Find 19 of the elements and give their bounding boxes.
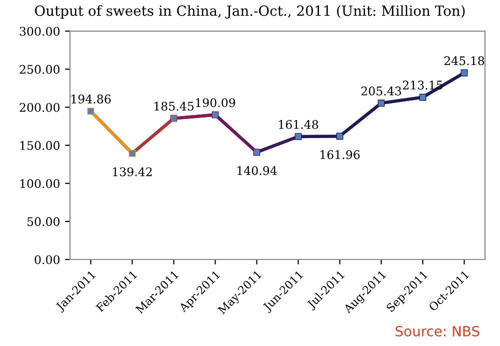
source-note: Source: NBS: [396, 326, 480, 336]
data-label: 205.43: [361, 86, 402, 96]
data-label: 139.42: [113, 167, 152, 176]
y-tick-label: 300.00: [20, 26, 60, 36]
data-label: 161.96: [320, 150, 360, 160]
data-label: 194.86: [72, 94, 111, 104]
data-label: 185.45: [154, 102, 194, 111]
y-tick-label: 50.00: [27, 217, 60, 226]
y-tick-label: 200.00: [20, 102, 60, 112]
data-label: 245.18: [444, 56, 484, 66]
data-label: 190.09: [196, 98, 236, 108]
y-tick-label: 0.00: [34, 255, 60, 264]
y-tick-label: 150.00: [20, 141, 60, 150]
data-label: 161.48: [279, 120, 318, 129]
data-label: 140.94: [238, 166, 277, 176]
y-tick-label: 100.00: [20, 179, 60, 188]
y-tick-label: 250.00: [20, 64, 60, 74]
chart-title: Output of sweets in China, Jan.-Oct., 2011 (Unit: Million Ton): [34, 5, 465, 19]
data-label: 213.15: [402, 80, 442, 90]
